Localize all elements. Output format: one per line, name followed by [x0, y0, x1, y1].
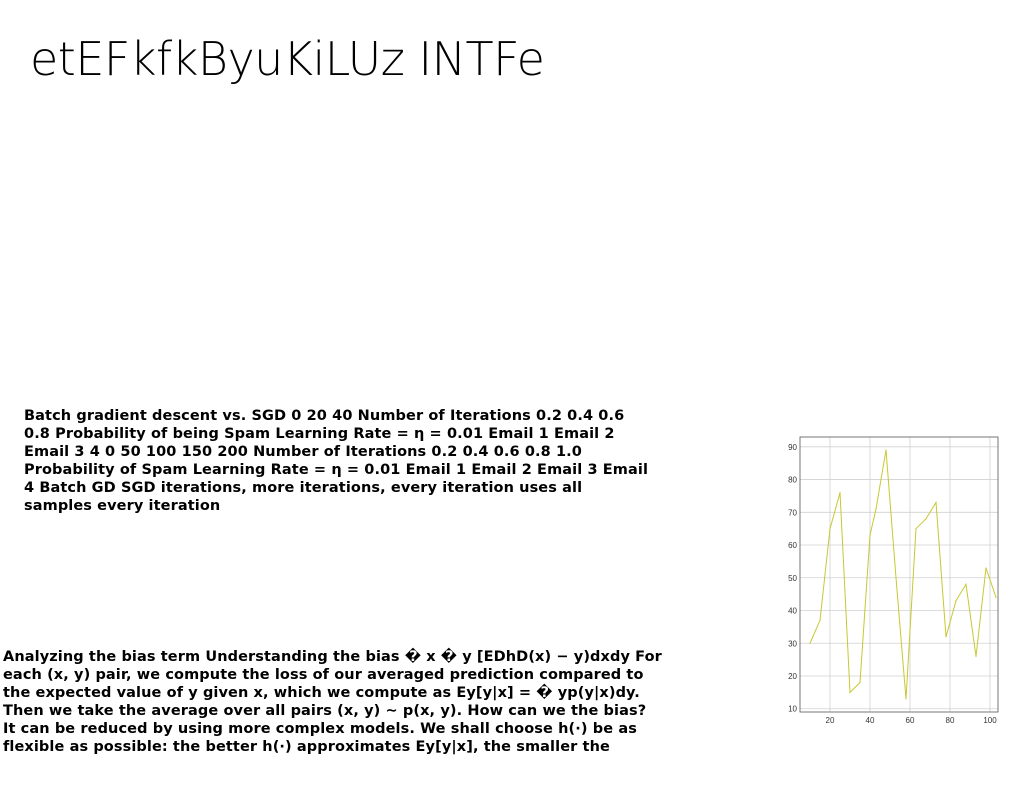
data-point [875, 508, 876, 509]
chart-series [809, 449, 996, 699]
y-tick-label: 30 [788, 639, 797, 648]
data-point [995, 597, 996, 598]
y-tick-label: 60 [788, 541, 797, 550]
line-chart: 10 20 30 40 50 60 70 80 90 20 40 60 80 100 [784, 430, 1004, 735]
series-line [810, 450, 996, 699]
data-point [985, 567, 986, 568]
data-point [885, 449, 886, 450]
y-tick-label: 10 [788, 705, 797, 714]
bias-term-paragraph: Analyzing the bias term Understanding th… [3, 648, 663, 756]
data-point [975, 656, 976, 657]
data-point [839, 492, 840, 493]
data-point [819, 620, 820, 621]
x-tick-label: 60 [906, 716, 915, 725]
y-tick-label: 50 [788, 574, 797, 583]
data-point [869, 535, 870, 536]
x-tick-label: 40 [866, 716, 875, 725]
chart-grid [800, 437, 998, 712]
data-point [809, 643, 810, 644]
data-point [859, 682, 860, 683]
data-point [905, 698, 906, 699]
x-tick-label: 20 [826, 716, 835, 725]
data-point [915, 528, 916, 529]
data-point [925, 518, 926, 519]
y-tick-label: 40 [788, 607, 797, 616]
slide-title: etEFkfkByuKiLUz INTFe [30, 34, 544, 85]
data-point [829, 528, 830, 529]
y-tick-label: 90 [788, 443, 797, 452]
data-point [945, 636, 946, 637]
y-tick-label: 80 [788, 476, 797, 485]
data-point [965, 584, 966, 585]
batch-vs-sgd-paragraph: Batch gradient descent vs. SGD 0 20 40 N… [24, 407, 654, 515]
y-tick-label: 70 [788, 508, 797, 517]
data-point [935, 502, 936, 503]
data-point [955, 600, 956, 601]
x-tick-label: 80 [946, 716, 955, 725]
data-point [849, 692, 850, 693]
y-tick-label: 20 [788, 672, 797, 681]
x-tick-label: 100 [983, 716, 997, 725]
data-point [895, 577, 896, 578]
